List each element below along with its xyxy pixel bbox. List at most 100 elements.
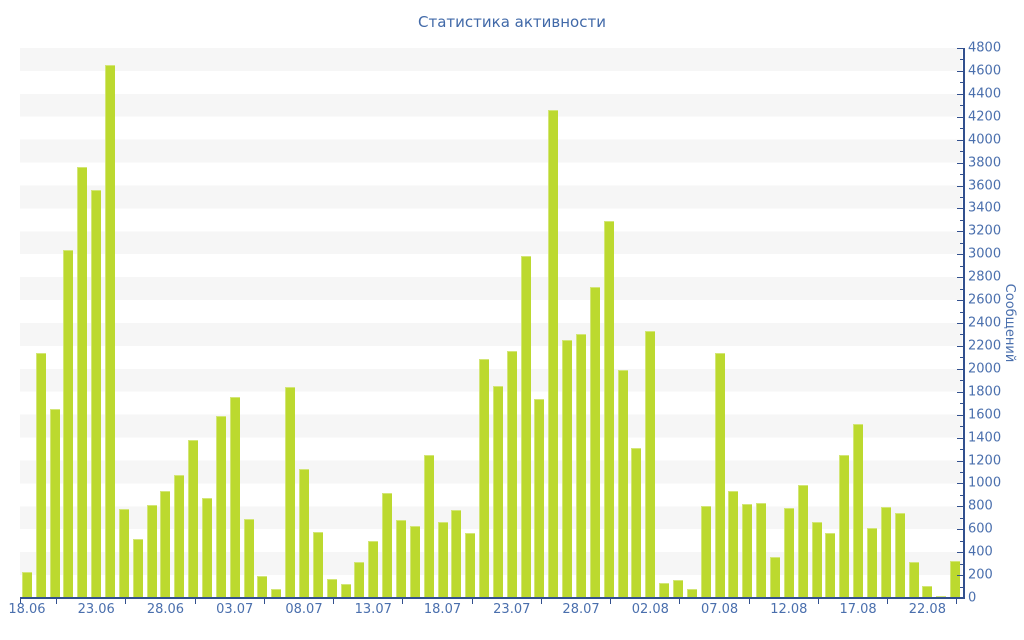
plot-area: 0 200 400 600 800 1000 1200 1400 1600 1800 2000 220… <box>8 41 1001 618</box>
bar-07.08 <box>714 352 725 598</box>
x-axis-end-tick <box>20 599 21 604</box>
y-axis-label-1400: 1400 <box>968 430 1002 446</box>
y-major-tick-3400 <box>957 208 963 210</box>
bar-18.07 <box>437 522 448 598</box>
x-axis-tick-13.07 <box>402 599 404 604</box>
y-axis-label-600: 600 <box>968 521 993 537</box>
y-axis-label-800: 800 <box>968 498 993 514</box>
y-minor-tick-500 <box>960 540 963 542</box>
x-axis-tick-23.07 <box>540 599 542 604</box>
bar-03.07 <box>229 397 240 598</box>
y-minor-tick-900 <box>960 494 963 496</box>
bar-09.07 <box>312 531 323 598</box>
x-axis-label-03.07: 03.07 <box>216 602 254 617</box>
y-major-tick-4600 <box>957 70 963 72</box>
bar-10.07 <box>326 579 337 598</box>
bar-03.08 <box>659 583 670 598</box>
y-major-tick-4200 <box>957 116 963 118</box>
y-axis-label-3800: 3800 <box>968 155 1002 171</box>
bar-13.07 <box>368 540 379 598</box>
y-axis-label-1800: 1800 <box>968 384 1002 400</box>
y-minor-tick-3100 <box>960 242 963 244</box>
x-axis-tick-22.08 <box>956 599 958 604</box>
bar-14.07 <box>382 492 393 598</box>
y-major-tick-1600 <box>957 414 963 416</box>
bar-17.07 <box>423 454 434 598</box>
y-minor-tick-300 <box>960 563 963 565</box>
bar-18.08 <box>866 528 877 598</box>
y-axis-label-1000: 1000 <box>968 475 1002 491</box>
y-major-tick-4400 <box>957 93 963 95</box>
x-axis-label-22.08: 22.08 <box>908 602 946 617</box>
bar-24.07 <box>520 255 531 598</box>
bar-28.07 <box>576 334 587 598</box>
y-axis-label-4800: 4800 <box>968 40 1002 56</box>
x-axis-line <box>20 597 965 599</box>
bar-06.08 <box>700 506 711 598</box>
y-minor-tick-1100 <box>960 471 963 473</box>
y-minor-tick-2100 <box>960 357 963 359</box>
x-axis-label-08.07: 08.07 <box>285 602 323 617</box>
x-axis-label-28.07: 28.07 <box>562 602 600 617</box>
y-major-tick-2800 <box>957 277 963 279</box>
bar-16.07 <box>409 525 420 598</box>
y-axis-label-200: 200 <box>968 567 993 583</box>
bar-22.07 <box>492 386 503 598</box>
bar-24.08 <box>950 561 961 598</box>
x-axis-label-12.08: 12.08 <box>770 602 808 617</box>
bar-26.06 <box>132 539 143 598</box>
bar-14.08 <box>811 522 822 598</box>
bar-04.07 <box>243 518 254 598</box>
x-axis-label-23.06: 23.06 <box>77 602 115 617</box>
y-major-tick-1000 <box>957 483 963 485</box>
bar-20.07 <box>465 532 476 598</box>
x-axis-tick-18.07 <box>471 599 473 604</box>
x-axis-tick-28.07 <box>610 599 612 604</box>
x-axis-tick-17.08 <box>887 599 889 604</box>
x-axis-label-18.06: 18.06 <box>8 602 46 617</box>
y-axis-label-3600: 3600 <box>968 178 1002 193</box>
y-axis-line <box>963 48 965 599</box>
bar-15.08 <box>825 532 836 598</box>
y-minor-tick-100 <box>960 586 963 588</box>
y-major-tick-600 <box>957 529 963 531</box>
bar-29.06 <box>174 475 185 598</box>
y-major-tick-1200 <box>957 460 963 462</box>
y-minor-tick-1900 <box>960 380 963 382</box>
bar-24.06 <box>105 65 116 598</box>
chart-title: Статистика активности <box>418 13 606 31</box>
bar-22.08 <box>922 585 933 598</box>
y-minor-tick-4700 <box>960 59 963 61</box>
bar-02.07 <box>215 415 226 598</box>
y-minor-tick-2500 <box>960 311 963 313</box>
y-axis-label-1600: 1600 <box>968 407 1002 423</box>
x-axis-label-02.08: 02.08 <box>631 602 669 617</box>
bar-29.07 <box>589 287 600 598</box>
bar-19.08 <box>880 507 891 598</box>
y-axis-label-4600: 4600 <box>968 63 1002 79</box>
bar-19.07 <box>451 509 462 598</box>
x-axis-label-17.08: 17.08 <box>839 602 877 617</box>
bar-04.08 <box>673 579 683 598</box>
y-axis-label-4400: 4400 <box>968 86 1002 102</box>
y-axis-label-2200: 2200 <box>968 338 1002 354</box>
y-major-tick-200 <box>957 575 963 577</box>
bar-21.08 <box>908 562 919 598</box>
y-minor-tick-4500 <box>960 82 963 84</box>
x-axis-label-07.08: 07.08 <box>700 602 739 617</box>
bar-01.08 <box>631 447 642 598</box>
bar-01.07 <box>202 498 212 598</box>
y-minor-tick-1500 <box>960 426 963 428</box>
x-axis-tick-28.06 <box>194 599 196 604</box>
bar-06.07 <box>271 588 282 598</box>
y-major-tick-2400 <box>957 323 963 324</box>
y-axis-label-4200: 4200 <box>968 109 1002 125</box>
y-axis-label-4000: 4000 <box>968 132 1002 148</box>
bar-08.07 <box>298 468 309 598</box>
y-major-tick-1800 <box>957 391 963 393</box>
y-axis-label-2800: 2800 <box>968 269 1002 285</box>
bar-23.08 <box>936 595 947 598</box>
y-minor-tick-3900 <box>960 151 963 153</box>
y-minor-tick-3700 <box>960 174 963 176</box>
y-axis-label-2400: 2400 <box>968 315 1002 331</box>
